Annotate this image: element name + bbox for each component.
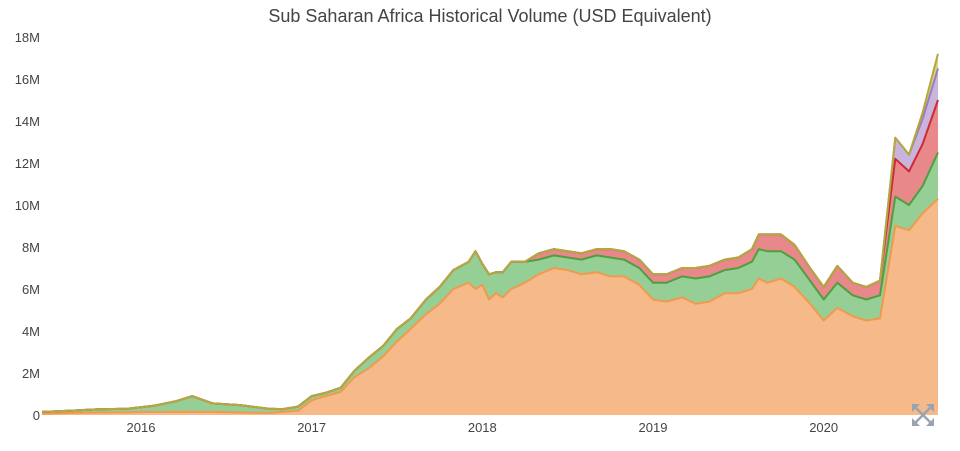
x-axis-ticks: 2016 2017 2018 2019 2020 xyxy=(127,420,839,435)
y-tick-label: 18M xyxy=(15,30,40,45)
y-axis-ticks: 0 2M 4M 6M 8M 10M 12M 14M 16M 18M xyxy=(15,30,40,423)
area-series-1 xyxy=(42,152,938,414)
x-tick-label: 2020 xyxy=(809,420,838,435)
y-tick-label: 0 xyxy=(33,408,40,423)
y-tick-label: 6M xyxy=(22,282,40,297)
y-tick-label: 12M xyxy=(15,156,40,171)
area-layers xyxy=(41,53,939,415)
y-tick-label: 2M xyxy=(22,366,40,381)
series-line-0 xyxy=(41,197,939,415)
x-tick-label: 2019 xyxy=(639,420,668,435)
y-tick-label: 10M xyxy=(15,198,40,213)
y-tick-label: 8M xyxy=(22,240,40,255)
expand-arrows-icon[interactable] xyxy=(910,402,936,428)
x-tick-label: 2018 xyxy=(468,420,497,435)
area-series-0 xyxy=(42,198,938,415)
x-tick-label: 2017 xyxy=(297,420,326,435)
series-line-4 xyxy=(41,53,939,413)
y-tick-label: 14M xyxy=(15,114,40,129)
y-tick-label: 4M xyxy=(22,324,40,339)
chart-title: Sub Saharan Africa Historical Volume (US… xyxy=(268,6,712,26)
x-tick-label: 2016 xyxy=(127,420,156,435)
y-tick-label: 16M xyxy=(15,72,40,87)
